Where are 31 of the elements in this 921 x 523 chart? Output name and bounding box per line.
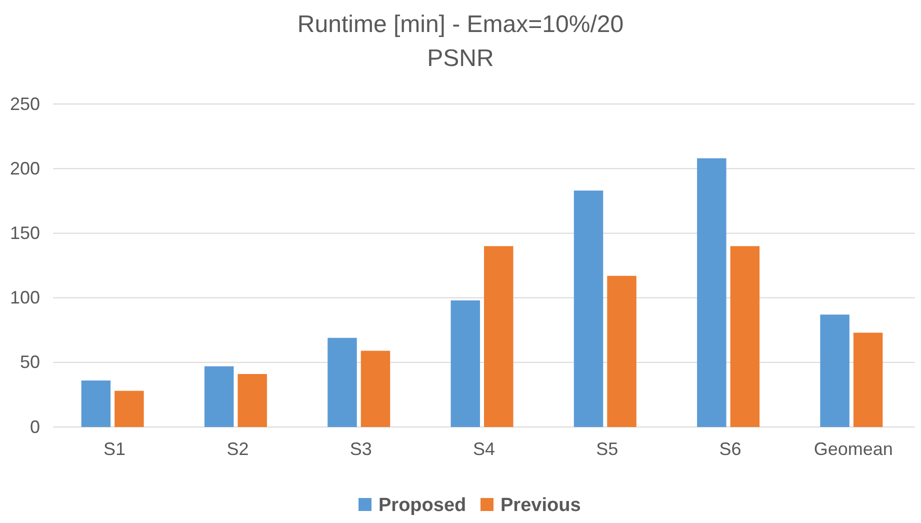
x-tick-label: Geomean [814,439,893,460]
x-tick-label: S3 [350,439,372,460]
x-tick-label: S6 [719,439,742,460]
bar [607,276,636,427]
y-tick-label: 150 [10,222,40,243]
y-tick-label: 250 [10,94,40,114]
bar [238,374,267,427]
bar [360,350,390,427]
x-tick-label: S2 [226,439,249,460]
bar [853,332,883,427]
x-tick-label: S5 [596,439,618,460]
legend-label: Proposed [378,495,466,516]
bar [328,338,357,427]
y-tick-label: 50 [20,352,40,372]
bar [81,380,111,427]
y-tick-label: 200 [10,158,40,178]
legend-label: Previous [500,495,581,516]
y-tick-label: 0 [30,416,40,437]
bar [484,246,514,427]
bar [697,158,726,427]
bar [574,190,604,427]
chart-title: Runtime [min] - Emax=10%/20 [297,11,624,38]
bar [730,246,760,427]
chart-subtitle: PSNR [427,45,494,72]
bar [450,300,480,427]
y-tick-label: 100 [10,288,40,308]
bar [114,390,144,427]
bar [820,314,850,427]
bar [204,366,234,427]
x-tick-label: S1 [104,439,126,460]
x-tick-label: S4 [472,439,496,460]
